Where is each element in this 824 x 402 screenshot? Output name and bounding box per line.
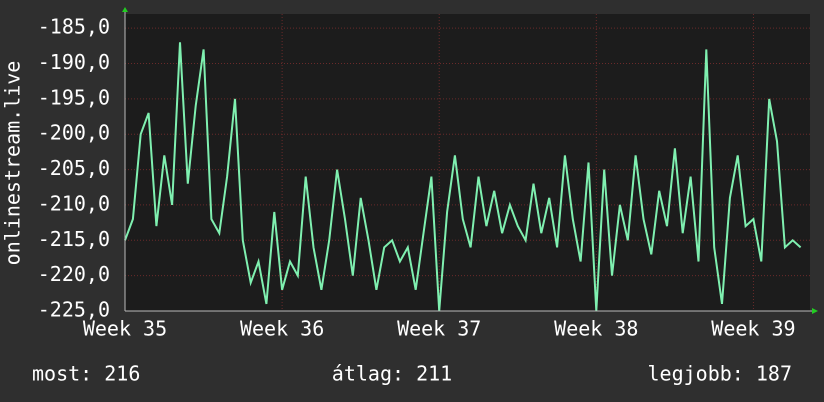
y-tick-label: -185,0 <box>38 15 110 39</box>
y-axis-arrow <box>122 7 128 12</box>
y-tick-label: -200,0 <box>38 121 110 145</box>
y-tick-label: -190,0 <box>38 50 110 74</box>
x-tick-label: Week 35 <box>83 317 167 341</box>
y-axis-label: onlinestream.live <box>1 61 25 266</box>
data-line <box>124 42 802 312</box>
x-tick-label: Week 39 <box>711 317 795 341</box>
y-tick-label: -225,0 <box>38 298 110 322</box>
footer-average: átlag: 211 <box>332 362 452 386</box>
x-tick-label: Week 36 <box>240 317 324 341</box>
x-tick-label: Week 37 <box>397 317 481 341</box>
y-tick-label: -210,0 <box>38 191 110 215</box>
footer-best: legjobb: 187 <box>648 362 793 386</box>
x-tick-label: Week 38 <box>554 317 638 341</box>
y-tick-label: -215,0 <box>38 227 110 251</box>
y-tick-label: -195,0 <box>38 85 110 109</box>
y-tick-label: -220,0 <box>38 262 110 286</box>
footer-current: most: 216 <box>32 362 140 386</box>
x-axis-arrow <box>812 308 818 314</box>
marks <box>124 42 802 312</box>
y-tick-label: -205,0 <box>38 156 110 180</box>
